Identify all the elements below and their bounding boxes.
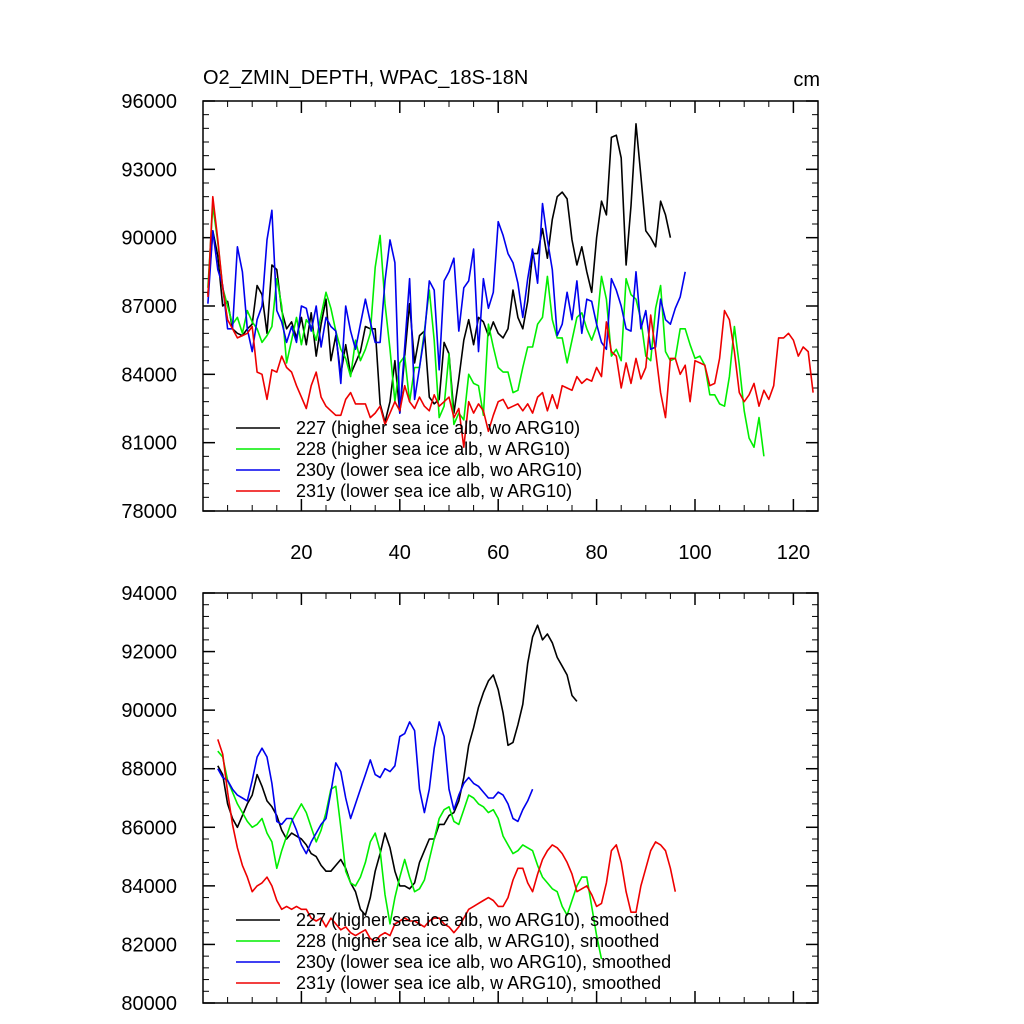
top-xtick-label: 80 — [585, 542, 607, 564]
legend-230y-label: 230y (lower sea ice alb, wo ARG10) — [296, 460, 582, 480]
top-ytick-label: 87000 — [121, 296, 177, 318]
series-227-line — [217, 624, 578, 916]
series-228-line — [207, 205, 765, 457]
series-231y-line — [207, 195, 814, 449]
top-xtick-label: 120 — [777, 542, 810, 564]
bottom-legend: 227 (higher sea ice alb, wo ARG10), smoo… — [236, 910, 671, 993]
series-228-line — [217, 750, 603, 960]
bottom-ytick-label: 88000 — [121, 759, 177, 781]
top-ytick-label: 90000 — [121, 228, 177, 250]
top-ytick-label: 84000 — [121, 364, 177, 386]
top-series — [207, 123, 814, 457]
top-xtick-label: 100 — [678, 542, 711, 564]
top-axes: 78000 81000 84000 87000 90000 93000 96000 20 40 6… — [121, 91, 818, 564]
units-label: cm — [793, 69, 820, 91]
top-xtick-label: 40 — [389, 542, 411, 564]
series-227-line — [207, 123, 672, 424]
top-xtick-label: 20 — [290, 542, 312, 564]
top-panel: 78000 81000 84000 87000 90000 93000 96000 20 40 6… — [121, 91, 819, 564]
legend-227-label: 227 (higher sea ice alb, wo ARG10) — [296, 418, 580, 438]
bottom-plot-frame — [202, 592, 819, 1004]
bottom-panel: 80000 82000 84000 86000 88000 90000 92000 94000… — [121, 583, 819, 1015]
legend-231y-label: 231y (lower sea ice alb, w ARG10), smoot… — [296, 973, 661, 993]
bottom-ytick-label: 80000 — [121, 993, 177, 1015]
bottom-ytick-label: 92000 — [121, 642, 177, 664]
legend-231y-label: 231y (lower sea ice alb, w ARG10) — [296, 481, 572, 501]
legend-228-label: 228 (higher sea ice alb, w ARG10), smoot… — [296, 931, 659, 951]
series-230y-line — [207, 202, 686, 414]
bottom-ytick-label: 84000 — [121, 876, 177, 898]
legend-227-label: 227 (higher sea ice alb, wo ARG10), smoo… — [296, 910, 669, 930]
bottom-axes: 80000 82000 84000 86000 88000 90000 92000 94000 — [121, 583, 818, 1015]
series-230y-line — [217, 721, 534, 855]
top-ytick-label: 93000 — [121, 159, 177, 181]
top-ytick-label: 81000 — [121, 433, 177, 455]
series-231y-line — [217, 739, 677, 943]
bottom-ytick-label: 86000 — [121, 817, 177, 839]
top-legend: 227 (higher sea ice alb, wo ARG10)228 (h… — [236, 418, 582, 501]
bottom-ytick-label: 82000 — [121, 934, 177, 956]
chart-title: O2_ZMIN_DEPTH, WPAC_18S-18N — [203, 67, 528, 89]
top-ytick-label: 78000 — [121, 501, 177, 523]
legend-228-label: 228 (higher sea ice alb, w ARG10) — [296, 439, 570, 459]
top-ytick-label: 96000 — [121, 91, 177, 113]
bottom-ytick-label: 94000 — [121, 583, 177, 605]
bottom-series — [217, 624, 677, 960]
top-xtick-label: 60 — [487, 542, 509, 564]
legend-230y-label: 230y (lower sea ice alb, wo ARG10), smoo… — [296, 952, 671, 972]
bottom-ytick-label: 90000 — [121, 700, 177, 722]
